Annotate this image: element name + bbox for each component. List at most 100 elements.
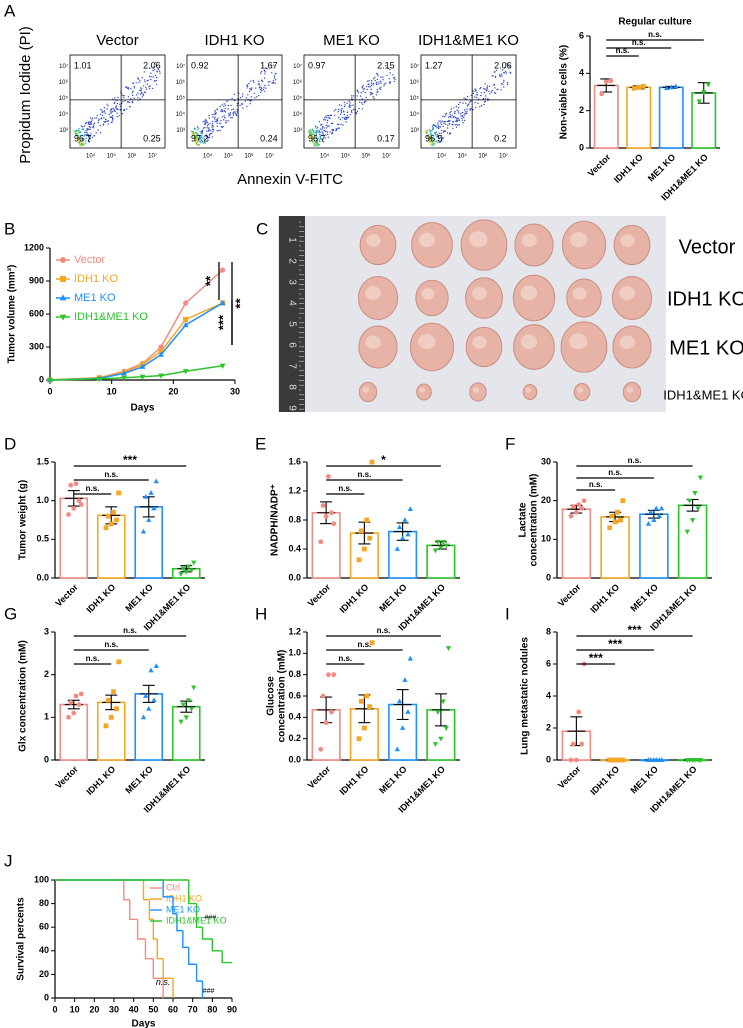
- tumor-shade: [521, 233, 537, 247]
- event-dot: [348, 104, 351, 106]
- event-dot: [359, 101, 361, 104]
- event-dot: [246, 87, 248, 89]
- y-axis-label: Survival percents: [16, 897, 27, 981]
- x-tick-label: Vector: [53, 764, 80, 791]
- event-dot: [434, 139, 436, 141]
- event-dot: [249, 103, 251, 105]
- event-dot: [91, 136, 94, 138]
- event-dot: [104, 121, 106, 124]
- y-axis-label: Tumor volume (mm³): [7, 265, 18, 364]
- event-dot: [76, 129, 78, 131]
- event-dot: [269, 81, 271, 83]
- tumor-shade: [472, 336, 487, 349]
- data-point: [151, 505, 157, 511]
- event-dot: [430, 132, 432, 134]
- event-dot: [380, 76, 382, 78]
- event-dot: [365, 96, 367, 99]
- event-dot: [149, 85, 151, 87]
- event-dot: [322, 125, 324, 128]
- quadrant-value: 97.2: [191, 133, 209, 143]
- significance-label: ***: [215, 314, 230, 330]
- y-axis-label: Glucose: [266, 676, 277, 716]
- event-dot: [209, 133, 211, 136]
- event-dot: [273, 75, 276, 77]
- tumor-shade: [419, 387, 426, 393]
- event-dot: [355, 111, 357, 114]
- event-dot: [102, 124, 105, 126]
- event-dot: [315, 141, 317, 143]
- event-dot: [480, 94, 482, 97]
- event-dot: [467, 104, 469, 106]
- event-dot: [123, 96, 125, 99]
- y-tick-label: 0: [44, 992, 49, 1002]
- event-dot: [431, 138, 433, 140]
- significance-label: **: [202, 275, 217, 286]
- event-dot: [146, 83, 148, 85]
- event-dot: [352, 108, 355, 111]
- event-dot: [344, 104, 346, 106]
- panel-letter: A: [4, 1, 16, 20]
- event-dot: [103, 111, 105, 113]
- event-dot: [445, 123, 447, 125]
- data-point: [182, 369, 189, 375]
- event-dot: [222, 119, 225, 121]
- event-dot: [82, 144, 84, 146]
- event-dot: [475, 94, 477, 96]
- event-dot: [430, 137, 432, 139]
- event-dot: [494, 92, 497, 95]
- event-dot: [388, 78, 390, 80]
- data-point: [153, 663, 159, 669]
- event-dot: [327, 133, 329, 136]
- event-dot: [505, 72, 508, 74]
- event-dot: [453, 107, 455, 109]
- event-dot: [436, 133, 439, 136]
- event-dot: [91, 126, 94, 128]
- event-dot: [230, 117, 232, 119]
- event-dot: [428, 138, 431, 140]
- event-dot: [106, 108, 108, 110]
- event-dot: [311, 135, 313, 137]
- event-dot: [196, 139, 198, 141]
- legend-label: ME1 KO: [166, 904, 200, 914]
- data-point: [140, 714, 147, 720]
- data-point: [684, 529, 690, 535]
- event-dot: [363, 101, 366, 104]
- event-dot: [444, 130, 446, 132]
- event-dot: [202, 142, 205, 144]
- event-dot: [234, 111, 236, 113]
- event-dot: [87, 133, 89, 136]
- event-dot: [84, 142, 87, 144]
- event-dot: [83, 138, 85, 140]
- event-dot: [318, 131, 320, 133]
- event-dot: [455, 117, 457, 119]
- event-dot: [239, 104, 241, 107]
- event-dot: [198, 127, 200, 130]
- data-point: [438, 545, 444, 551]
- quadrant-value: 96.7: [308, 133, 326, 143]
- event-dot: [155, 76, 158, 79]
- significance-label: n.s.: [589, 480, 603, 489]
- event-dot: [431, 141, 433, 143]
- event-dot: [370, 88, 372, 90]
- event-dot: [325, 134, 327, 136]
- tumor-shade: [472, 286, 487, 300]
- x-tick-label: 10: [107, 386, 117, 396]
- event-dot: [466, 111, 468, 113]
- event-dot: [389, 81, 391, 84]
- event-dot: [260, 71, 263, 73]
- data-point: [105, 697, 111, 703]
- event-dot: [101, 110, 104, 112]
- event-dot: [359, 95, 362, 97]
- event-dot: [458, 112, 460, 114]
- x-tick-label: 10⁴: [437, 153, 447, 160]
- event-dot: [200, 135, 202, 138]
- event-dot: [456, 123, 458, 126]
- event-dot: [319, 124, 322, 126]
- event-dot: [208, 115, 210, 117]
- data-point: [121, 370, 127, 376]
- event-dot: [433, 138, 435, 140]
- event-dot: [78, 129, 80, 131]
- event-dot: [441, 136, 443, 139]
- panel-letter: E: [255, 434, 266, 453]
- event-dot: [196, 134, 198, 136]
